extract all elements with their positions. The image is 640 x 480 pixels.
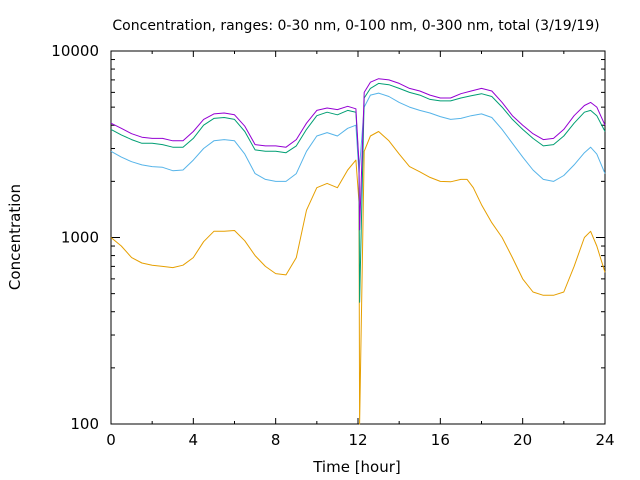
series-line-1 xyxy=(110,92,606,182)
x-tick-label: 24 xyxy=(595,431,614,449)
y-axis-label: Concentration xyxy=(6,184,24,290)
y-tick-label: 100 xyxy=(70,415,99,433)
x-tick-label: 20 xyxy=(513,431,532,449)
x-tick-label: 0 xyxy=(106,431,116,449)
tick-labels: 0 4 8 12 16 20 24 100 1000 10000 xyxy=(51,42,614,449)
x-axis-label: Time [hour] xyxy=(312,458,401,476)
x-tick-label: 4 xyxy=(189,431,199,449)
series-layer xyxy=(110,78,606,425)
series-line-2 xyxy=(110,82,606,303)
x-tick-label: 8 xyxy=(271,431,281,449)
chart-title: Concentration, ranges: 0-30 nm, 0-100 nm… xyxy=(112,18,599,34)
series-line-0 xyxy=(110,131,606,425)
plot-frame xyxy=(110,50,606,425)
series-line-3 xyxy=(110,78,606,231)
x-tick-label: 12 xyxy=(348,431,367,449)
y-tick-label: 1000 xyxy=(61,229,99,247)
x-tick-label: 16 xyxy=(431,431,450,449)
y-tick-label: 10000 xyxy=(51,42,99,60)
axis-ticks xyxy=(110,50,606,425)
